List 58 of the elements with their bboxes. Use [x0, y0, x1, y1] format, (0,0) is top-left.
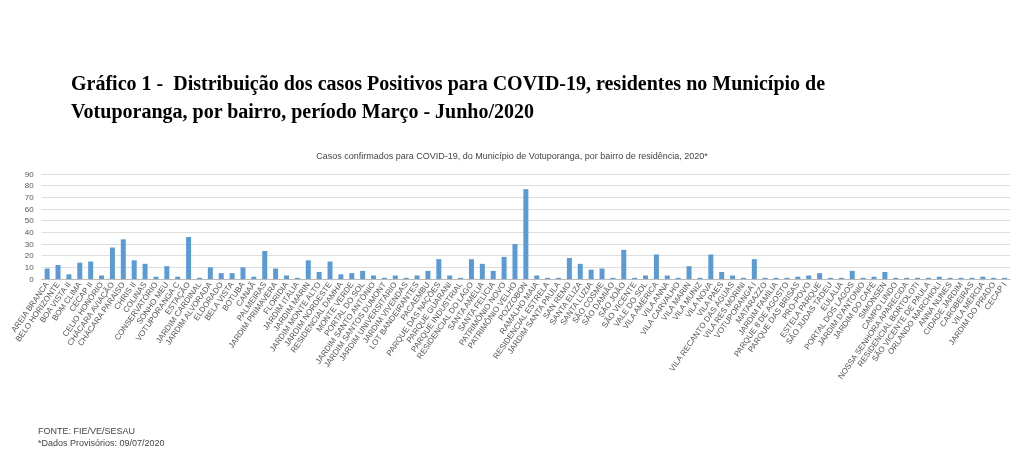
bar: [240, 267, 246, 279]
bar: [77, 262, 83, 279]
bar: [55, 265, 61, 279]
bar: [501, 256, 507, 279]
text: *Dados Provisórios: 09/07/2020: [38, 437, 165, 448]
chart-subtitle: Casos confirmados para COVID-19, do Município de Votuporanga, por bairro de residência, 2020*: [316, 150, 709, 161]
bar: [577, 263, 583, 279]
y-tick-label: 40: [24, 227, 35, 237]
y-tick-label: 70: [24, 192, 35, 202]
bar: [599, 268, 605, 279]
bar: [512, 244, 518, 279]
bar: [653, 254, 659, 279]
bar: [327, 261, 333, 279]
y-tick-label: 60: [24, 204, 35, 214]
bar: [142, 263, 148, 279]
bar: [120, 239, 126, 279]
bar: [305, 260, 311, 279]
bar: [131, 260, 137, 279]
bar: [588, 269, 594, 279]
y-tick-label: 0: [29, 274, 35, 284]
bar: [849, 270, 855, 279]
bar: [751, 259, 757, 279]
y-tick-label: 50: [24, 216, 35, 226]
y-tick-label: 20: [24, 251, 35, 261]
bar: [262, 251, 268, 279]
bar: [719, 272, 725, 279]
bar: [436, 259, 442, 279]
bar: [88, 261, 94, 279]
bar: [686, 266, 692, 279]
bar: [273, 268, 279, 279]
bar: [218, 273, 224, 279]
bar: [360, 270, 366, 279]
bar: [349, 273, 355, 279]
bar: [523, 189, 529, 279]
y-tick-label: 10: [24, 262, 35, 272]
y-tick-label: 90: [24, 169, 35, 179]
bar: [338, 274, 344, 279]
bar: [229, 273, 235, 279]
bar: [708, 254, 714, 279]
bar: [817, 273, 823, 279]
bar: [109, 247, 115, 279]
bar: [44, 268, 50, 279]
bar: [621, 249, 627, 279]
y-tick-label: 30: [24, 239, 35, 249]
bar: [186, 237, 192, 279]
chart-title: Gráfico 1 - Distribuição dos casos Positivos para COVID-19, residentes no Município de Votuporanga, por bairro, período Março - Junho/2020: [71, 72, 831, 123]
bar: [882, 272, 888, 279]
y-tick-label: 80: [24, 181, 35, 191]
bar: [66, 274, 72, 279]
bar: [468, 259, 474, 279]
source-note: FONTE: FIE/VE/SESAU: [38, 425, 136, 436]
bar: [425, 270, 431, 279]
bar: [566, 258, 572, 279]
bar: [316, 272, 322, 279]
bar: [490, 270, 496, 279]
bar: [207, 267, 213, 279]
bar: [164, 266, 170, 279]
bar: [479, 263, 485, 279]
